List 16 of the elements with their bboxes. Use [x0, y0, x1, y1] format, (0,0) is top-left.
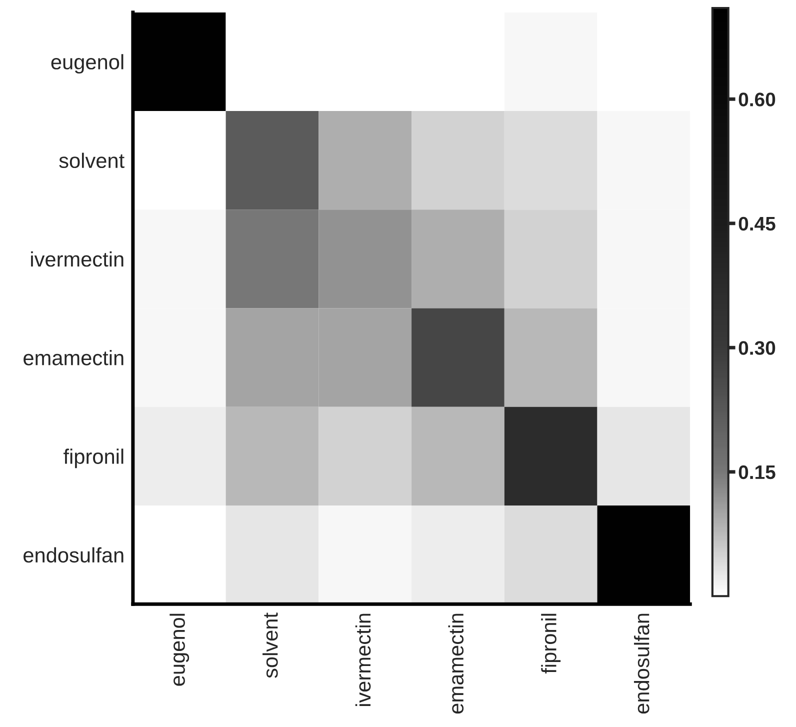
x-tick-label: solvent — [262, 612, 278, 678]
x-tick-label: fipronil — [541, 614, 561, 674]
color-bar-label: 0.30 — [738, 341, 776, 355]
y-tick-label: fipronil — [64, 448, 124, 468]
x-tick-label: emamectin — [448, 614, 464, 714]
color-bar-label: 0.60 — [738, 92, 776, 106]
x-tick-label: endosulfan — [634, 614, 650, 714]
y-tick-label: ivermectin — [31, 251, 124, 267]
y-tick-label: emamectin — [24, 350, 124, 366]
color-bar-label: 0.15 — [738, 465, 776, 480]
x-tick-label: ivermectin — [355, 614, 371, 706]
y-tick-label: endosulfan — [24, 547, 124, 563]
x-tick-label: eugenol — [170, 614, 190, 686]
y-tick-label: solvent — [59, 152, 124, 168]
color-bar-label: 0.45 — [738, 216, 776, 231]
y-tick-label: eugenol — [51, 54, 124, 74]
